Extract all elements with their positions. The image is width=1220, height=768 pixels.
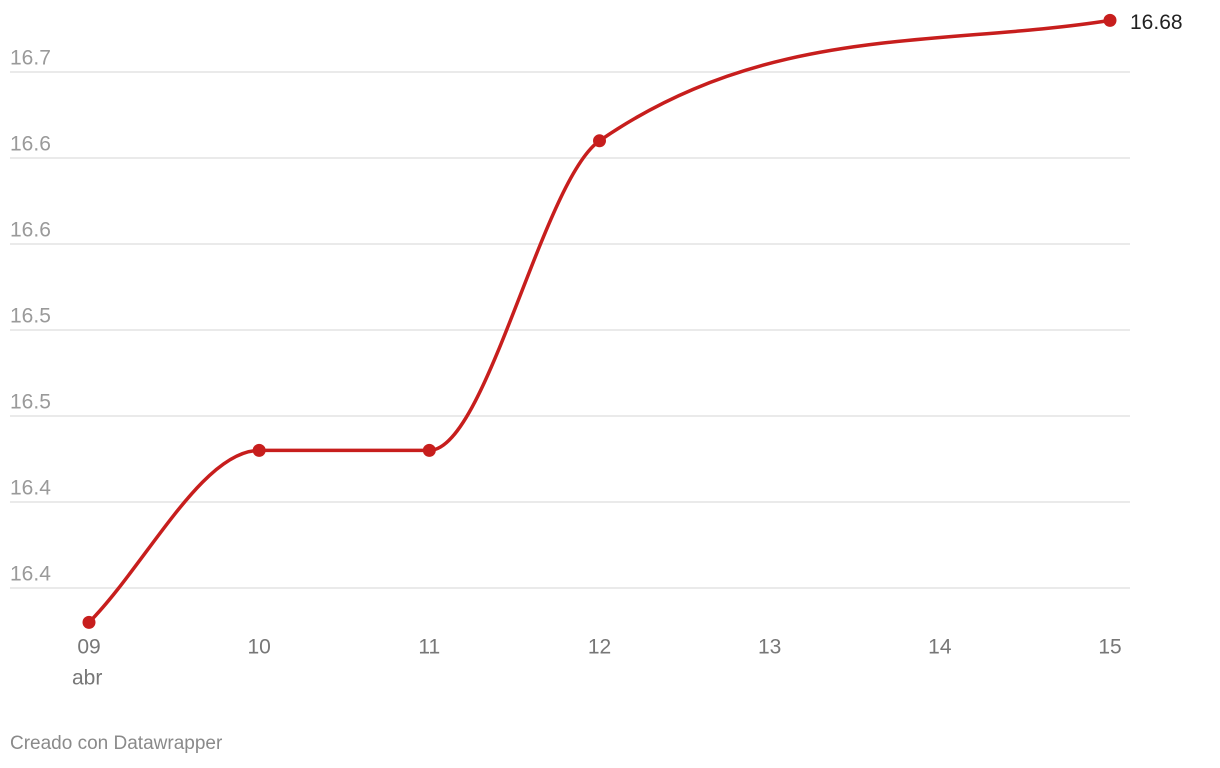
x-month-label: abr [72,667,102,690]
y-tick-label: 16.5 [10,305,51,328]
x-tick-label: 15 [1098,636,1121,659]
x-tick-label: 13 [758,636,781,659]
y-tick-label: 16.4 [10,563,51,586]
y-tick-label: 16.6 [10,133,51,156]
x-tick-label: 10 [247,636,270,659]
y-tick-label: 16.7 [10,47,51,70]
x-tick-label: 12 [588,636,611,659]
x-tick-label: 14 [928,636,952,659]
y-tick-label: 16.5 [10,391,51,414]
x-tick-label: 11 [418,636,440,659]
data-point [82,615,96,629]
y-tick-label: 16.6 [10,219,51,242]
value-label: 16.68 [1130,11,1183,34]
data-point [593,134,606,148]
data-point [252,443,266,457]
x-tick-label: 09 [77,636,100,659]
data-point [1103,13,1117,27]
footer: Creado con Datawrapper [10,733,223,754]
data-point [422,443,436,457]
y-tick-label: 16.4 [10,477,51,500]
series-line [87,18,1111,624]
